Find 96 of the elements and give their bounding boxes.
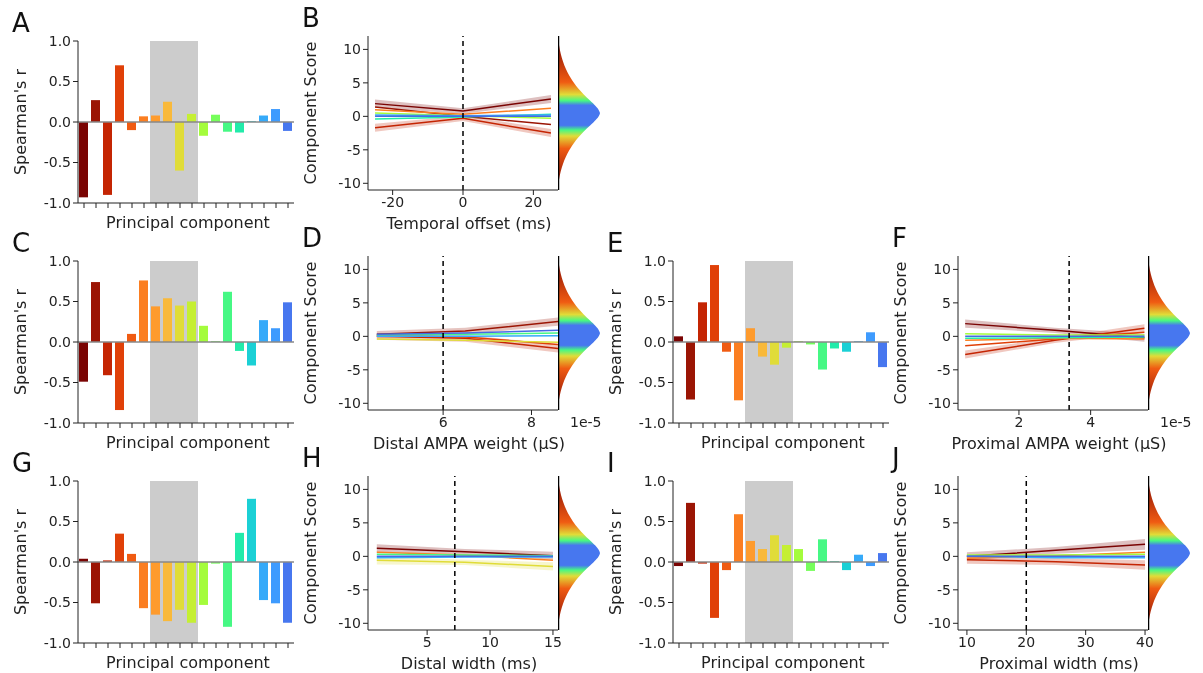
chart-title: I <box>607 448 615 478</box>
y-tick-label: -1.0 <box>638 414 666 431</box>
x-tick-label: 10 <box>957 633 976 650</box>
chart-title: B <box>302 3 320 33</box>
x-axis-title: Principal component <box>700 653 866 672</box>
chart-title: C <box>12 228 31 258</box>
chart-title: H <box>302 443 322 473</box>
y-tick-label: 0.0 <box>48 333 71 350</box>
x-tick-label: 5 <box>422 633 432 650</box>
y-tick-label: 10 <box>343 481 361 498</box>
y-tick-label: 1.0 <box>48 32 71 49</box>
x-tick-label: 20 <box>1017 633 1036 650</box>
x-tick-label: 40 <box>1136 633 1154 650</box>
x-tick-label: -20 <box>381 193 405 210</box>
y-tick-label: 10 <box>343 41 361 58</box>
y-tick-label: -5 <box>347 361 361 378</box>
y-tick-label: 0 <box>942 548 951 565</box>
x-tick-label: 8 <box>527 413 536 430</box>
y-tick-label: 1.0 <box>48 472 71 489</box>
y-tick-label: 10 <box>343 261 361 278</box>
x-tick-label: 10 <box>481 633 499 650</box>
y-axis-title: Spearman's r <box>11 288 30 396</box>
y-tick-label: 0.5 <box>643 513 666 530</box>
y-tick-label: 0 <box>352 108 361 125</box>
x-tick-label: 4 <box>1086 413 1096 430</box>
y-tick-label: -0.5 <box>43 154 71 171</box>
text: 1e-5 <box>1160 414 1192 430</box>
y-tick-label: -5 <box>347 141 361 158</box>
y-tick-label: 0 <box>352 328 361 345</box>
y-tick-label: -10 <box>928 395 951 412</box>
y-tick-label: 5 <box>942 514 951 531</box>
y-tick-label: -1.0 <box>43 414 71 431</box>
x-axis-title: Temporal offset (ms) <box>386 214 552 233</box>
y-tick-label: -5 <box>937 361 951 378</box>
x-tick-label: 0 <box>458 193 468 210</box>
y-tick-label: -5 <box>937 581 951 598</box>
y-tick-label: 0.0 <box>643 333 666 350</box>
y-tick-label: -0.5 <box>43 594 71 611</box>
y-axis-title: Component Score <box>891 261 910 405</box>
y-tick-label: -1.0 <box>638 634 666 651</box>
y-tick-label: -1.0 <box>43 194 71 211</box>
y-axis-title: Spearman's r <box>606 288 625 396</box>
x-tick-label: 30 <box>1076 633 1095 650</box>
x-axis-title: Principal component <box>105 653 271 672</box>
y-tick-label: 0.5 <box>48 73 71 90</box>
x-axis-title: Distal AMPA weight (µS) <box>373 434 565 453</box>
y-tick-label: 0.5 <box>48 513 71 530</box>
chart-title: E <box>607 228 624 258</box>
chart-title: D <box>302 223 323 253</box>
y-tick-label: 1.0 <box>643 472 666 489</box>
y-tick-label: 5 <box>352 514 361 531</box>
y-tick-label: -10 <box>338 395 361 412</box>
y-tick-label: 5 <box>942 294 951 311</box>
y-axis-title: Spearman's r <box>11 508 30 616</box>
x-axis-title: Principal component <box>701 433 865 452</box>
x-tick-label: 2 <box>1014 413 1024 430</box>
text: 1e-5 <box>570 414 602 430</box>
y-tick-label: -0.5 <box>638 374 666 391</box>
y-axis-title: Spearman's r <box>606 508 625 616</box>
y-tick-label: -0.5 <box>43 374 71 391</box>
y-tick-label: 1.0 <box>48 252 71 269</box>
x-axis-title: Proximal width (ms) <box>978 654 1140 673</box>
x-tick-label: 20 <box>524 193 543 210</box>
chart-title: A <box>12 8 30 38</box>
y-tick-label: 0 <box>352 548 361 565</box>
y-axis-title: Spearman's r <box>11 68 30 176</box>
x-axis-title: Distal width (ms) <box>399 654 539 673</box>
x-tick-label: 15 <box>544 633 562 650</box>
y-tick-label: 0.0 <box>48 553 71 570</box>
y-tick-label: 0 <box>942 328 951 345</box>
y-tick-label: 0.0 <box>643 553 666 570</box>
y-tick-label: -0.5 <box>638 594 666 611</box>
y-axis-title: Component Score <box>301 481 320 625</box>
y-tick-label: 5 <box>352 294 361 311</box>
chart-title: J <box>892 443 900 473</box>
y-tick-label: 5 <box>352 74 361 91</box>
y-tick-label: 10 <box>933 261 951 278</box>
y-tick-label: 1.0 <box>643 252 666 269</box>
y-tick-label: -1.0 <box>43 634 71 651</box>
x-axis-title: Proximal AMPA weight (µS) <box>950 434 1168 453</box>
y-axis-title: Component Score <box>301 261 320 405</box>
y-tick-label: 0.0 <box>48 113 71 130</box>
y-tick-label: 0.5 <box>48 293 71 310</box>
y-tick-label: -5 <box>347 581 361 598</box>
x-axis-title: Principal component <box>106 213 270 232</box>
y-tick-label: 0.5 <box>643 293 666 310</box>
y-axis-title: Component Score <box>301 41 320 185</box>
chart-title: G <box>12 448 33 478</box>
chart-title: F <box>892 223 907 253</box>
x-tick-label: 6 <box>438 413 448 430</box>
y-tick-label: -10 <box>928 615 951 632</box>
y-tick-label: -10 <box>338 615 361 632</box>
x-axis-title: Principal component <box>106 433 270 452</box>
y-tick-label: -10 <box>338 175 361 192</box>
y-axis-title: Component Score <box>891 481 910 625</box>
y-tick-label: 10 <box>933 481 951 498</box>
